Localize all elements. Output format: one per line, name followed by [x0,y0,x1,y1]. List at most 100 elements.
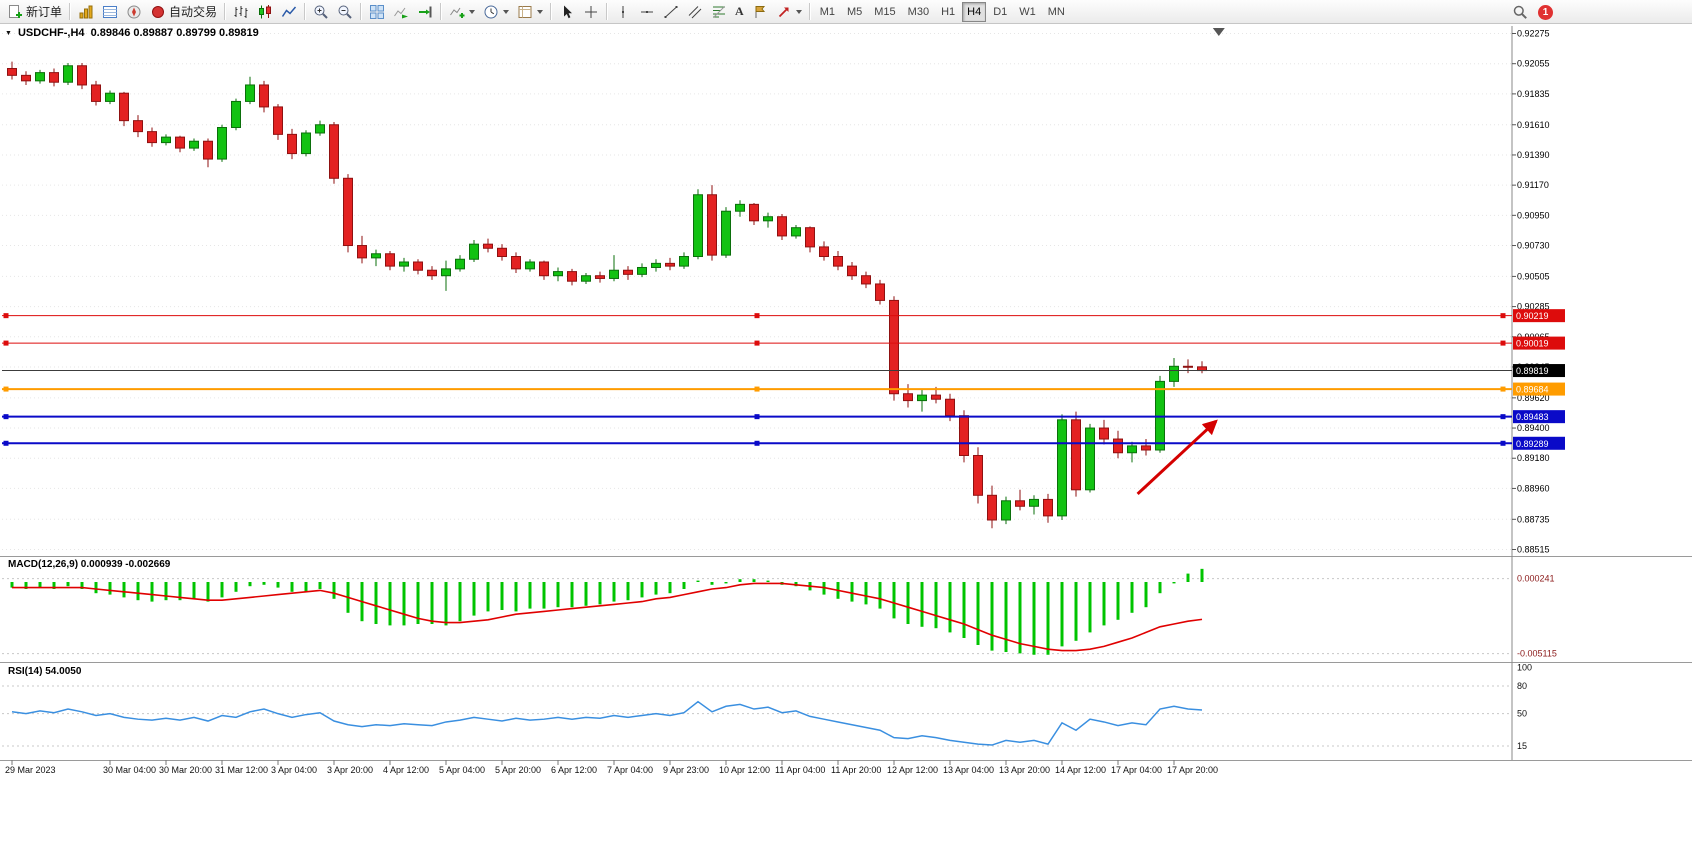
zoom-in-button[interactable] [310,1,332,23]
svg-text:31 Mar 12:00: 31 Mar 12:00 [215,765,268,775]
search-button[interactable] [1509,1,1531,23]
svg-text:17 Apr 04:00: 17 Apr 04:00 [1111,765,1162,775]
svg-text:0.90219: 0.90219 [1516,311,1549,321]
timeframe-m30[interactable]: M30 [903,2,934,22]
candles-layer [7,61,1207,529]
horizontal-lines[interactable] [2,313,1512,446]
line-chart-icon [281,6,297,17]
tile-windows-button[interactable] [366,1,388,23]
toolbar-separator [550,3,553,20]
candlestick-chart-button[interactable] [254,1,276,23]
svg-text:0.88515: 0.88515 [1517,545,1550,555]
trend-arrow[interactable] [1136,28,1225,496]
svg-text:100: 100 [1517,663,1532,673]
svg-text:0.89684: 0.89684 [1516,385,1549,395]
trendline-icon [664,5,678,18]
new-order-label: 新订单 [26,5,63,19]
zoom-out-button[interactable] [334,1,356,23]
svg-text:0.92275: 0.92275 [1517,29,1550,39]
chevron-down-icon [469,9,476,14]
arrows-tool-button[interactable] [773,1,805,23]
svg-text:3 Apr 20:00: 3 Apr 20:00 [327,765,373,775]
time-axis[interactable]: 29 Mar 2023 30 Mar 04:00 30 Mar 20:00 31 Ma… [5,760,1218,775]
cursor-icon [564,5,573,18]
auto-scroll-button[interactable] [390,1,412,23]
symbol-dropdown-icon[interactable]: ▼ [5,29,12,37]
price-tag [1513,364,1565,378]
chart-shift-button[interactable] [414,1,436,23]
channel-button[interactable] [684,1,706,23]
timeframe-m5[interactable]: M5 [842,2,867,22]
svg-text:0.89289: 0.89289 [1516,439,1549,449]
svg-text:11 Apr 20:00: 11 Apr 20:00 [831,765,881,775]
price-tag [1513,309,1565,323]
label-tool-button[interactable] [749,1,771,23]
svg-text:0.89819: 0.89819 [1516,366,1549,376]
svg-text:0.91835: 0.91835 [1517,89,1550,99]
horizontal-line-button[interactable] [636,1,658,23]
periods-icon [484,5,498,18]
svg-text:11 Apr 04:00: 11 Apr 04:00 [775,765,825,775]
timeframe-h4[interactable]: H4 [962,1,987,22]
svg-text:0.89620: 0.89620 [1517,393,1550,403]
svg-text:0.88735: 0.88735 [1517,514,1550,524]
autotrading-icon [152,5,165,18]
text-tool-button[interactable]: A [732,1,747,23]
svg-text:0.91170: 0.91170 [1517,180,1549,190]
candlestick-chart-icon [259,4,272,18]
timeframe-mn[interactable]: MN [1043,2,1070,22]
svg-text:9 Apr 23:00: 9 Apr 23:00 [663,765,709,775]
toolbar: 新订单 自动交易 [0,0,1692,24]
svg-text:12 Apr 12:00: 12 Apr 12:00 [887,765,938,775]
notification-badge[interactable]: 1 [1538,4,1553,20]
timeframe-m1[interactable]: M1 [815,2,840,22]
toolbar-separator [606,3,609,20]
horizontal-line-icon [641,10,654,13]
panel-borders [0,26,1692,761]
vertical-line-button[interactable] [612,1,634,23]
market-watch-button[interactable] [75,1,97,23]
svg-text:17 Apr 20:00: 17 Apr 20:00 [1167,765,1218,775]
chart-shift-marker [1212,28,1225,36]
indicators-button[interactable] [446,1,478,23]
trendline-button[interactable] [660,1,682,23]
timeframe-m15[interactable]: M15 [869,2,900,22]
macd-label: MACD(12,26,9) 0.000939 -0.002669 [8,559,171,570]
svg-text:6 Apr 12:00: 6 Apr 12:00 [551,765,597,775]
svg-text:0.89400: 0.89400 [1517,423,1550,433]
line-chart-button[interactable] [278,1,300,23]
cursor-button[interactable] [556,1,578,23]
fibonacci-button[interactable] [708,1,730,23]
navigator-button[interactable] [123,1,145,23]
chart-title: USDCHF-,H4 [17,27,85,39]
svg-text:0.91390: 0.91390 [1517,150,1550,160]
price-axis[interactable]: 0.92275 0.92055 0.91835 0.91610 0.91390 0.911… [1512,29,1550,555]
timeframe-d1[interactable]: D1 [988,2,1012,22]
svg-text:0.92055: 0.92055 [1517,59,1550,69]
zoom-in-icon [314,5,328,19]
arrows-icon [778,7,789,17]
svg-text:0.89180: 0.89180 [1517,453,1550,463]
autotrading-button[interactable]: 自动交易 [147,1,220,23]
data-window-button[interactable] [99,1,121,23]
text-icon: A [735,4,744,18]
toolbar-right: 1 [1508,0,1553,24]
timeframe-h1[interactable]: H1 [936,2,960,22]
templates-button[interactable] [514,1,546,23]
new-order-button[interactable]: 新订单 [4,1,65,23]
timeframe-w1[interactable]: W1 [1014,2,1041,22]
price-tags: 0.90219 0.90019 0.89684 0.89483 0.89289 0.898… [1513,309,1565,450]
chevron-down-icon [537,9,544,14]
market-watch-icon [79,5,93,18]
tile-windows-icon [370,4,385,19]
toolbar-separator [440,3,443,20]
periods-button[interactable] [480,1,512,23]
crosshair-button[interactable] [580,1,602,23]
data-window-icon [103,5,118,18]
bar-chart-button[interactable] [230,1,252,23]
auto-scroll-icon [394,7,409,18]
price-tag [1513,382,1565,396]
label-icon [755,5,765,18]
chevron-down-icon [795,9,802,14]
